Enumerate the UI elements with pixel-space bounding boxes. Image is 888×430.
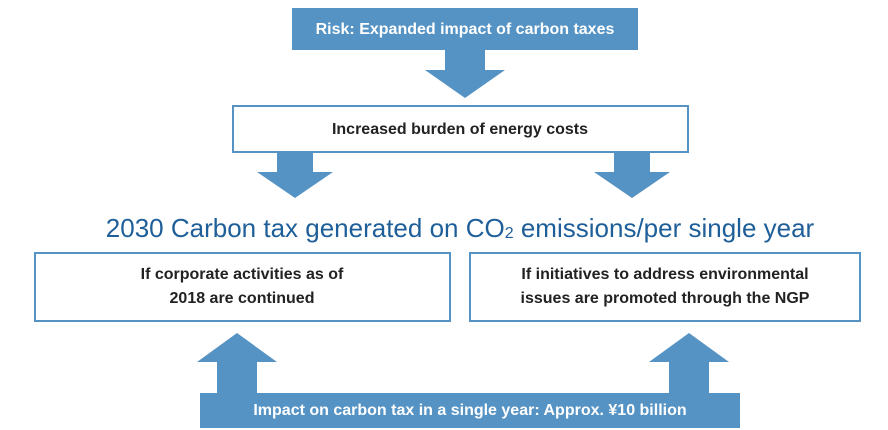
impact-box xyxy=(200,393,740,428)
scenario-text: 2018 are continued xyxy=(170,290,315,307)
arrow xyxy=(197,333,277,394)
scenario-box xyxy=(469,252,861,322)
burden-text: Increased burden of energy costs xyxy=(332,121,588,138)
risk-box xyxy=(292,8,638,50)
heading-text: 2030 Carbon tax generated on CO xyxy=(106,213,505,243)
scenario-box xyxy=(34,252,451,322)
heading: 2030 Carbon tax generated on CO2 emissio… xyxy=(106,213,815,243)
arrow xyxy=(257,152,333,198)
impact-text: Impact on carbon tax in a single year: A… xyxy=(253,402,686,419)
arrow xyxy=(425,50,505,98)
heading-subscript: 2 xyxy=(505,225,514,242)
burden-box xyxy=(232,105,689,153)
scenario-text: issues are promoted through the NGP xyxy=(521,290,810,307)
risk-text: Risk: Expanded impact of carbon taxes xyxy=(316,21,615,38)
arrow xyxy=(594,152,670,198)
heading-text: emissions/per single year xyxy=(514,213,815,243)
arrow xyxy=(649,333,729,394)
scenario-text: If corporate activities as of xyxy=(141,266,344,283)
scenario-text: If initiatives to address environmental xyxy=(521,266,808,283)
